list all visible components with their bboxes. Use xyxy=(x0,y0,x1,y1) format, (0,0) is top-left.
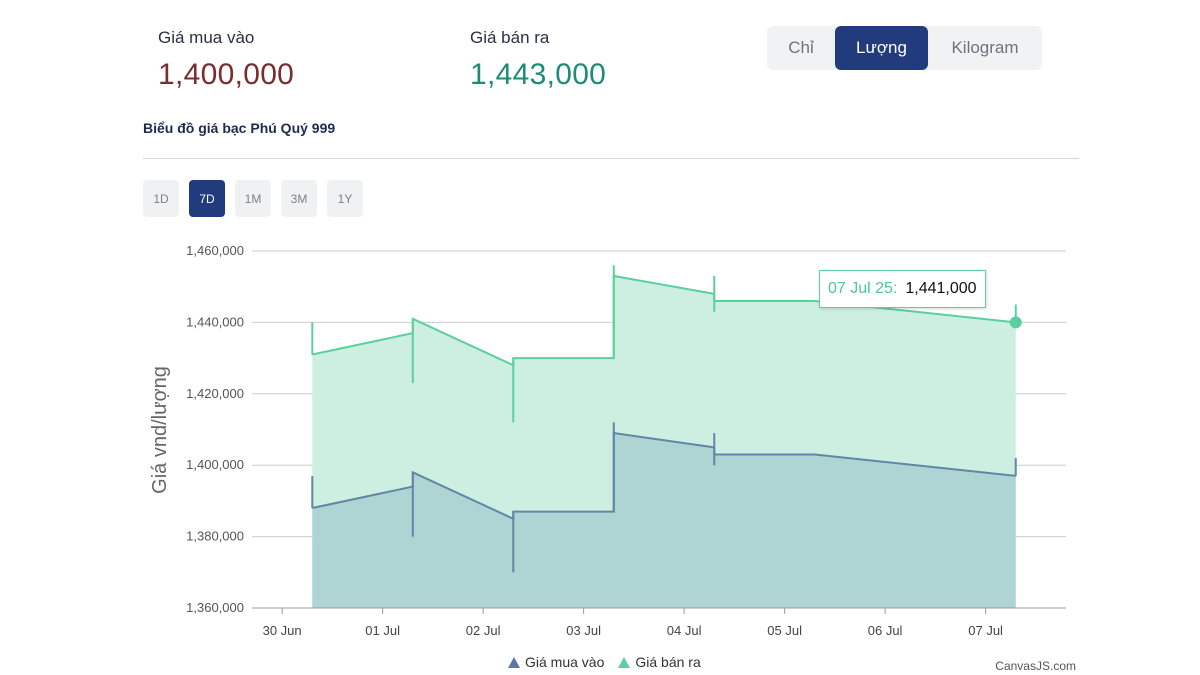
tooltip-value: 1,441,000 xyxy=(905,280,977,297)
x-tick-label: 02 Jul xyxy=(466,623,501,638)
y-tick-label: 1,420,000 xyxy=(186,386,244,401)
x-tick-label: 05 Jul xyxy=(767,623,802,638)
x-tick-label: 04 Jul xyxy=(667,623,702,638)
y-tick-label: 1,460,000 xyxy=(186,243,244,258)
chart-lines xyxy=(311,265,1022,573)
triangle-marker-icon xyxy=(508,656,520,668)
tooltip-date: 07 Jul 25: xyxy=(828,280,898,297)
unit-kilogram-button[interactable]: Kilogram xyxy=(928,26,1042,70)
y-tick-label: 1,360,000 xyxy=(186,600,244,615)
unit-toggle-group: Chỉ Lượng Kilogram xyxy=(767,26,1042,70)
legend-label-sell: Giá bán ra xyxy=(635,654,701,670)
y-tick-label: 1,440,000 xyxy=(186,314,244,329)
unit-luong-button[interactable]: Lượng xyxy=(835,26,928,70)
chart-axes: 1,460,000 1,440,000 1,420,000 1,400,000 1,38… xyxy=(186,243,1066,638)
range-1m-button[interactable]: 1M xyxy=(235,180,271,217)
credits-link[interactable]: CanvasJS.com xyxy=(995,659,1076,673)
range-button-group: 1D 7D 1M 3M 1Y xyxy=(143,180,373,217)
buy-series-area xyxy=(312,433,1016,608)
divider xyxy=(143,158,1079,159)
legend-item-sell[interactable]: Giá bán ra xyxy=(618,654,701,670)
range-7d-button[interactable]: 7D xyxy=(189,180,225,217)
chart-legend: Giá mua vào Giá bán ra xyxy=(508,654,715,670)
sell-price-value: 1,443,000 xyxy=(470,58,607,91)
range-1d-button[interactable]: 1D xyxy=(143,180,179,217)
legend-item-buy[interactable]: Giá mua vào xyxy=(508,654,604,670)
chart-areas xyxy=(312,275,1016,608)
range-3m-button[interactable]: 3M xyxy=(281,180,317,217)
hover-point-marker xyxy=(1009,316,1022,329)
x-tick-label: 30 Jun xyxy=(263,623,302,638)
buy-price-block: Giá mua vào 1,400,000 xyxy=(158,28,294,92)
x-tick-label: 07 Jul xyxy=(968,623,1003,638)
range-1y-button[interactable]: 1Y xyxy=(327,180,363,217)
legend-label-buy: Giá mua vào xyxy=(525,654,605,670)
y-tick-label: 1,400,000 xyxy=(186,457,244,472)
unit-chi-button[interactable]: Chỉ xyxy=(767,26,835,70)
buy-price-label: Giá mua vào xyxy=(158,28,255,47)
x-tick-label: 06 Jul xyxy=(868,623,903,638)
y-tick-label: 1,380,000 xyxy=(186,529,244,544)
x-tick-label: 03 Jul xyxy=(566,623,601,638)
y-axis-label: Giá vnd/lượng xyxy=(149,366,171,494)
chart-tooltip: 07 Jul 25: 1,441,000 xyxy=(819,270,986,308)
chart-title: Biểu đồ giá bạc Phú Quý 999 xyxy=(143,120,336,136)
sell-price-label: Giá bán ra xyxy=(470,28,550,47)
x-tick-label: 01 Jul xyxy=(365,623,400,638)
triangle-marker-icon xyxy=(618,656,631,668)
sell-price-block: Giá bán ra 1,443,000 xyxy=(470,28,606,92)
buy-price-value: 1,400,000 xyxy=(158,58,295,91)
